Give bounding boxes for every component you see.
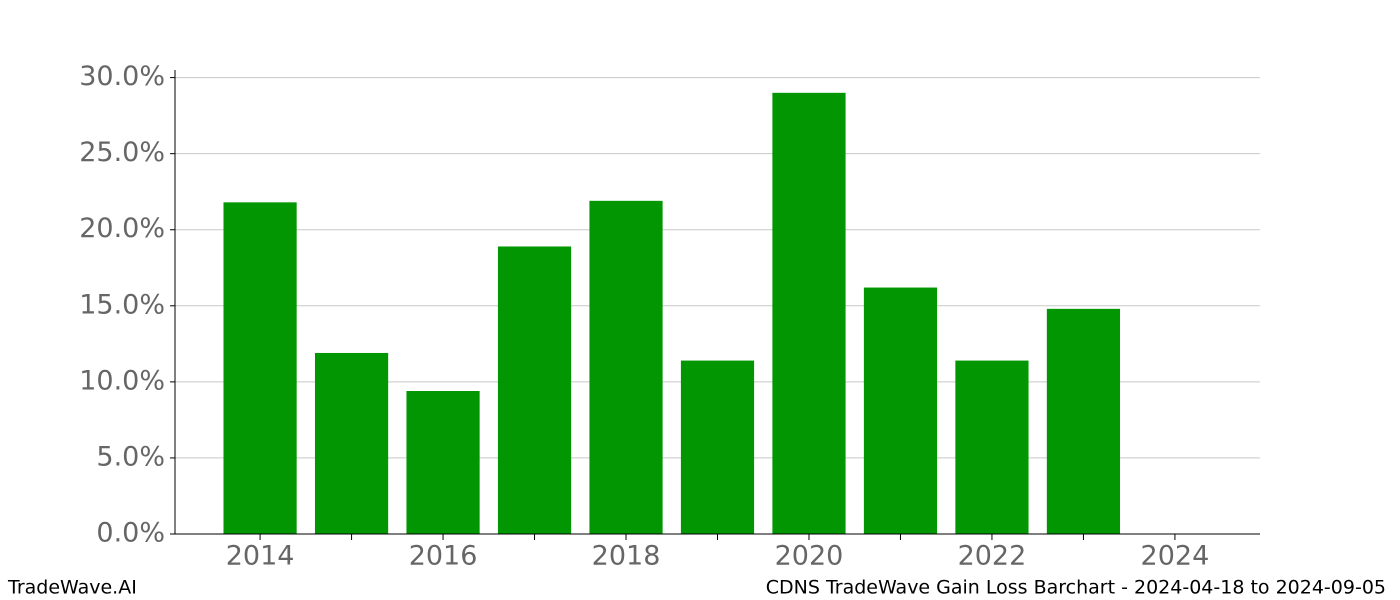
y-tick-label: 25.0%	[79, 137, 165, 168]
bar	[406, 390, 480, 534]
bar	[1046, 308, 1121, 534]
x-tick-label: 2014	[226, 541, 295, 572]
bar	[497, 246, 572, 534]
x-tick-label: 2020	[775, 541, 844, 572]
x-tick-label: 2024	[1141, 541, 1210, 572]
watermark: TradeWave.AI	[7, 577, 137, 599]
y-tick-label: 5.0%	[96, 441, 165, 472]
x-tick-label: 2018	[592, 541, 661, 572]
y-tick-label: 0.0%	[96, 518, 165, 549]
x-tick-label: 2016	[409, 541, 478, 572]
bar	[863, 287, 938, 534]
chart-title: CDNS TradeWave Gain Loss Barchart - 2024…	[766, 577, 1386, 599]
y-tick-label: 15.0%	[79, 289, 165, 320]
bar	[680, 360, 755, 534]
y-tick-label: 30.0%	[79, 61, 165, 92]
y-tick-label: 20.0%	[79, 213, 165, 244]
bar	[955, 360, 1029, 534]
y-tick-label: 10.0%	[79, 365, 165, 396]
bar	[223, 202, 297, 534]
bar	[589, 200, 663, 534]
x-tick-label: 2022	[958, 541, 1027, 572]
bar	[772, 92, 846, 534]
bar	[314, 352, 389, 534]
